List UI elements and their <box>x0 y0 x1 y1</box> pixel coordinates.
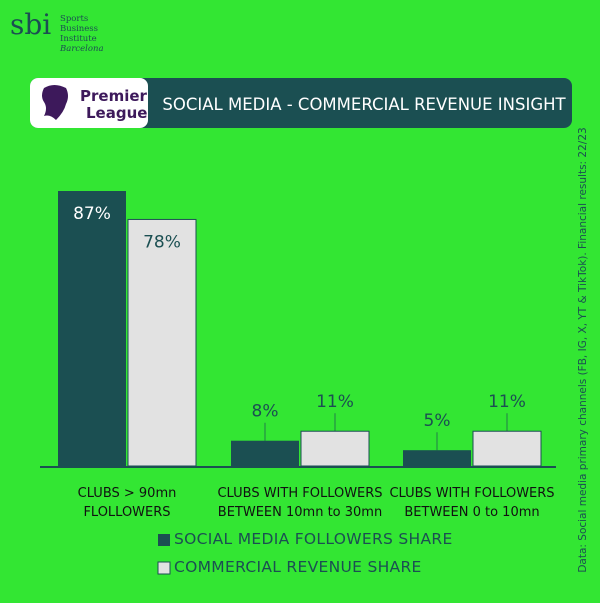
x-tick-label: CLUBS WITH FOLLOWERS BETWEEN 10mn to 30m… <box>217 486 383 520</box>
bar <box>403 450 471 466</box>
brand-name: Business <box>60 24 98 34</box>
brand-name: Barcelona <box>59 44 104 54</box>
legend-swatch <box>158 534 170 546</box>
x-tick-label: CLUBS > 90mn FLOLLOWERS <box>77 486 177 520</box>
league-text: Premier <box>80 87 148 105</box>
legend-label: SOCIAL MEDIA FOLLOWERS SHARE <box>174 530 453 548</box>
value-label: 11% <box>488 392 526 412</box>
value-label: 5% <box>424 411 451 431</box>
bar <box>127 218 197 467</box>
bar <box>58 191 126 466</box>
banner <box>30 78 572 128</box>
chart-title: SOCIAL MEDIA - COMMERCIAL REVENUE INSIGH… <box>162 95 566 114</box>
bar <box>231 440 299 466</box>
value-label: 78% <box>143 232 181 252</box>
brand-name: Sports <box>60 14 88 24</box>
x-tick-label: CLUBS WITH FOLLOWERS BETWEEN 0 to 10mn <box>389 486 555 520</box>
legend-label: COMMERCIAL REVENUE SHARE <box>174 558 422 576</box>
league-text: League <box>86 104 147 122</box>
league-lion <box>42 85 68 120</box>
note: Data: Social media primary channels (FB,… <box>577 127 589 572</box>
brand-mark: sbi <box>10 8 51 41</box>
legend-swatch <box>157 561 171 575</box>
value-label: 87% <box>73 204 111 224</box>
brand-name: Institute <box>60 34 97 44</box>
value-label: 11% <box>316 392 354 412</box>
bar <box>472 430 542 467</box>
bar <box>300 430 370 467</box>
value-label: 8% <box>252 402 279 422</box>
